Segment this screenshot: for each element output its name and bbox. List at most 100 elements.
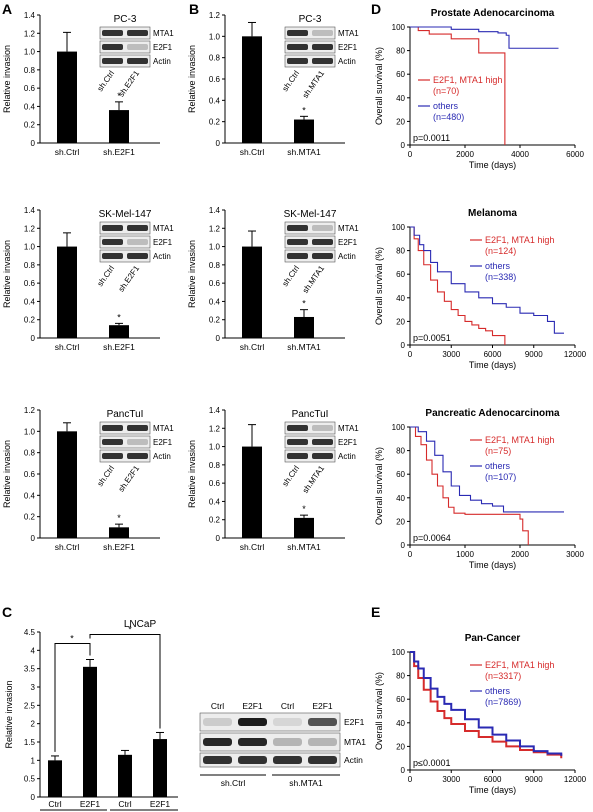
x-axis-label: Time (days) xyxy=(469,160,516,170)
blot-lane-label: E2F1 xyxy=(312,701,333,711)
blot-band xyxy=(308,738,337,746)
x-tick-label: 0 xyxy=(408,350,413,359)
panel-letter-c: C xyxy=(2,604,12,620)
bar-chart-B3: 0 0.2 0.4 0.6 0.8 1.0 1.2 1.4 Relative invasion s… xyxy=(187,406,345,552)
significance-star: * xyxy=(128,625,132,635)
blot-row-label: E2F1 xyxy=(338,438,358,447)
bar xyxy=(294,517,314,538)
group-label: sh.Ctrl xyxy=(221,778,246,788)
blot-band xyxy=(312,425,333,431)
y-axis-label: Overall survival (%) xyxy=(374,447,384,525)
legend-label: others xyxy=(485,261,511,271)
blot-band xyxy=(127,58,148,64)
survival-curve xyxy=(410,426,564,513)
blot-band xyxy=(312,44,333,50)
y-tick-label: 1.0 xyxy=(209,32,221,41)
x-tick-label: 2000 xyxy=(456,150,474,159)
cell-line-title: PancTuI xyxy=(107,409,144,420)
bar-chart-A3: 0 0.2 0.4 0.6 0.8 1.0 1.2 Relative invasion sh.C… xyxy=(2,406,160,552)
blot-band xyxy=(102,453,123,459)
y-tick-label: 40 xyxy=(396,94,405,103)
blot-band xyxy=(127,44,148,50)
x-axis-label: Time (days) xyxy=(469,360,516,370)
p-value: p=0.0064 xyxy=(413,533,451,543)
y-tick-label: 100 xyxy=(392,648,406,657)
y-tick-label: 100 xyxy=(392,23,406,32)
survival-curve xyxy=(410,226,564,334)
x-tick-label: E2F1 xyxy=(150,799,171,809)
y-tick-label: 0 xyxy=(31,139,36,148)
legend-count: (n=107) xyxy=(485,472,516,482)
blot-row-label: E2F1 xyxy=(153,238,173,247)
blot-band xyxy=(102,239,123,245)
x-tick-label: sh.Ctrl xyxy=(55,147,80,157)
blot-band xyxy=(287,225,308,231)
western-blot: MTA1 E2F1 Actin sh.Ctrl sh.E2F1 xyxy=(96,26,174,99)
y-tick-label: 3.5 xyxy=(24,665,36,674)
blot-row-label: E2F1 xyxy=(338,238,358,247)
chart-title: Melanoma xyxy=(468,208,517,219)
y-tick-label: 4 xyxy=(31,646,36,655)
bar-chart-lncap: 0 0.5 1 1.5 2 2.5 3 3.5 4 4.5 Relative invasion LNC… xyxy=(4,619,366,812)
y-tick-label: 0.2 xyxy=(24,513,36,522)
blot-band xyxy=(102,439,123,445)
blot-row-label: MTA1 xyxy=(338,29,359,38)
y-tick-label: 0.6 xyxy=(24,84,36,93)
blot-band xyxy=(102,253,123,259)
y-tick-label: 0.8 xyxy=(209,54,221,63)
blot-band xyxy=(127,439,148,445)
bar xyxy=(242,36,262,144)
y-tick-label: 80 xyxy=(396,247,405,256)
survival-curve xyxy=(410,26,506,145)
y-axis-label: Relative invasion xyxy=(187,440,197,508)
x-tick-label: sh.Ctrl xyxy=(55,542,80,552)
blot-lane-label: sh.Ctrl xyxy=(96,264,117,288)
blot-row-label: MTA1 xyxy=(344,737,366,747)
blot-band xyxy=(102,425,123,431)
y-tick-label: 20 xyxy=(396,517,405,526)
chart-title: Pan-Cancer xyxy=(465,633,521,644)
legend-count: (n=75) xyxy=(485,446,511,456)
x-tick-label: sh.Ctrl xyxy=(240,342,265,352)
western-blot: MTA1 E2F1 Actin sh.Ctrl sh.E2F1 xyxy=(96,221,174,294)
y-tick-label: 60 xyxy=(396,470,405,479)
legend-label: E2F1, MTA1 high xyxy=(433,75,502,85)
blot-band xyxy=(102,225,123,231)
blot-lane-label: Ctrl xyxy=(281,701,294,711)
y-tick-label: 100 xyxy=(392,423,406,432)
y-tick-label: 0.6 xyxy=(209,75,221,84)
y-tick-label: 0.8 xyxy=(209,461,221,470)
blot-band xyxy=(312,30,333,36)
bar xyxy=(83,666,97,797)
blot-lane-label: sh.Ctrl xyxy=(281,69,302,93)
blot-band xyxy=(127,239,148,245)
blot-row-label: MTA1 xyxy=(338,224,359,233)
survival-curve xyxy=(410,226,506,345)
x-axis-label: Time (days) xyxy=(469,785,516,795)
x-tick-label: sh.MTA1 xyxy=(287,542,321,552)
blot-band xyxy=(102,58,123,64)
blot-band xyxy=(287,58,308,64)
blot-band xyxy=(127,453,148,459)
blot-lane-label: sh.E2F1 xyxy=(117,464,142,494)
legend-label: E2F1, MTA1 high xyxy=(485,235,554,245)
survival-curve xyxy=(410,26,559,49)
y-tick-label: 0 xyxy=(401,766,406,775)
panel-letter-a: A xyxy=(2,1,12,17)
y-tick-label: 0 xyxy=(31,534,36,543)
bar xyxy=(153,739,167,797)
legend-label: others xyxy=(485,461,511,471)
y-tick-label: 0.8 xyxy=(24,66,36,75)
blot-band xyxy=(238,718,267,726)
y-tick-label: 0.6 xyxy=(209,479,221,488)
y-tick-label: 100 xyxy=(392,223,406,232)
legend-label: others xyxy=(433,101,459,111)
x-tick-label: sh.Ctrl xyxy=(240,147,265,157)
y-tick-label: 0.6 xyxy=(209,279,221,288)
y-axis-label: Relative invasion xyxy=(187,45,197,113)
x-tick-label: 9000 xyxy=(525,350,543,359)
panel-letter-d: D xyxy=(371,1,381,17)
blot-row-label: Actin xyxy=(338,57,356,66)
blot-band xyxy=(312,439,333,445)
